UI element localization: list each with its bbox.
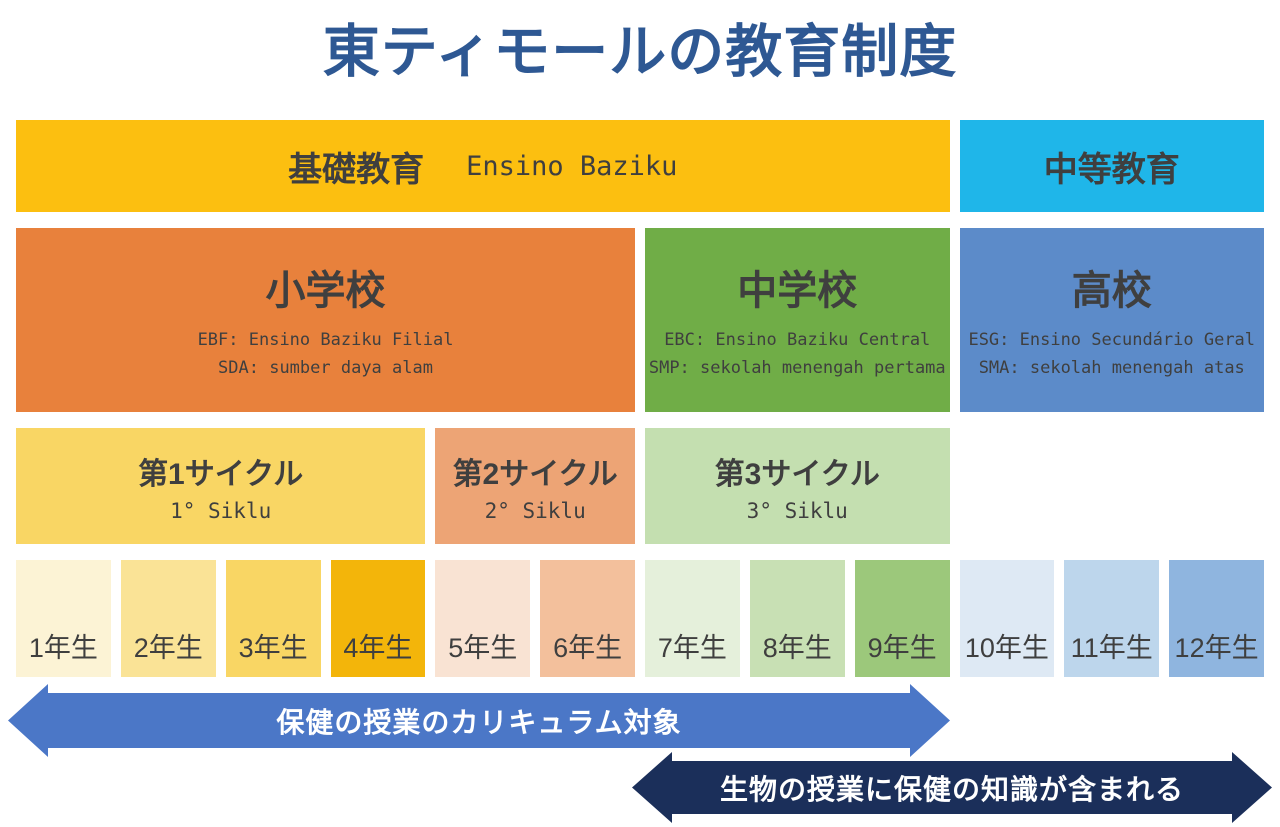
diagram-grid: 基礎教育 Ensino Baziku 中等教育 小学校 EBF: Ensino … bbox=[16, 120, 1264, 677]
health-curriculum-arrow: 保健の授業のカリキュラム対象 bbox=[8, 684, 950, 757]
band-basic-education: 基礎教育 Ensino Baziku bbox=[16, 120, 950, 212]
grade-box-7: 7年生 bbox=[645, 560, 740, 677]
grade-box-12: 12年生 bbox=[1169, 560, 1264, 677]
grade-box-8: 8年生 bbox=[749, 560, 845, 677]
primary-school-name: 小学校 bbox=[265, 268, 386, 313]
health-curriculum-arrow-label: 保健の授業のカリキュラム対象 bbox=[276, 706, 682, 738]
band-basic-label: 基礎教育 bbox=[288, 150, 425, 189]
junior-high-name: 中学校 bbox=[737, 268, 858, 313]
high-school-name: 高校 bbox=[1071, 268, 1152, 313]
grade-box-5: 5年生 bbox=[435, 560, 531, 677]
block-junior-high-school: 中学校 EBC: Ensino Baziku Central SMP: seko… bbox=[645, 228, 950, 412]
grade-box-1: 1年生 bbox=[16, 560, 111, 677]
grade-box-6: 6年生 bbox=[540, 560, 635, 677]
primary-school-abbrev-1: EBF: Ensino Baziku Filial bbox=[197, 329, 454, 350]
cycle-3-label: 第3サイクル bbox=[714, 458, 880, 491]
grade-box-4: 4年生 bbox=[330, 560, 426, 677]
block-primary-school: 小学校 EBF: Ensino Baziku Filial SDA: sumbe… bbox=[16, 228, 635, 412]
page-title: 東ティモールの教育制度 bbox=[322, 20, 958, 84]
band-basic-sublabel: Ensino Baziku bbox=[466, 150, 678, 182]
biology-health-arrow-label: 生物の授業に保健の知識が含まれる bbox=[719, 773, 1184, 805]
band-secondary-label: 中等教育 bbox=[1043, 150, 1180, 189]
high-school-abbrev-1: ESG: Ensino Secundário Geral bbox=[968, 329, 1256, 350]
cycle-1-sublabel: 1° Siklu bbox=[170, 499, 272, 523]
high-school-abbrev-2: SMA: sekolah menengah atas bbox=[978, 358, 1245, 378]
grade-box-9: 9年生 bbox=[854, 560, 950, 677]
cycle-3-sublabel: 3° Siklu bbox=[746, 499, 848, 523]
primary-school-abbrev-2: SDA: sumber daya alam bbox=[218, 358, 433, 378]
junior-high-abbrev-1: EBC: Ensino Baziku Central bbox=[664, 329, 931, 350]
biology-health-arrow: 生物の授業に保健の知識が含まれる bbox=[632, 752, 1272, 823]
grade-box-11: 11年生 bbox=[1064, 560, 1160, 677]
block-cycle-1: 第1サイクル 1° Siklu bbox=[16, 428, 426, 544]
grade-box-3: 3年生 bbox=[225, 560, 321, 677]
block-cycle-2: 第2サイクル 2° Siklu bbox=[435, 428, 635, 544]
grade-box-2: 2年生 bbox=[120, 560, 216, 677]
block-cycle-3: 第3サイクル 3° Siklu bbox=[645, 428, 950, 544]
junior-high-abbrev-2: SMP: sekolah menengah pertama bbox=[648, 358, 946, 378]
band-secondary-education: 中等教育 bbox=[959, 120, 1264, 212]
block-high-school: 高校 ESG: Ensino Secundário Geral SMA: sek… bbox=[959, 228, 1264, 412]
grade-box-10: 10年生 bbox=[959, 560, 1055, 677]
cycle-1-label: 第1サイクル bbox=[138, 458, 304, 491]
cycle-2-label: 第2サイクル bbox=[452, 458, 618, 491]
cycle-2-sublabel: 2° Siklu bbox=[484, 499, 586, 523]
